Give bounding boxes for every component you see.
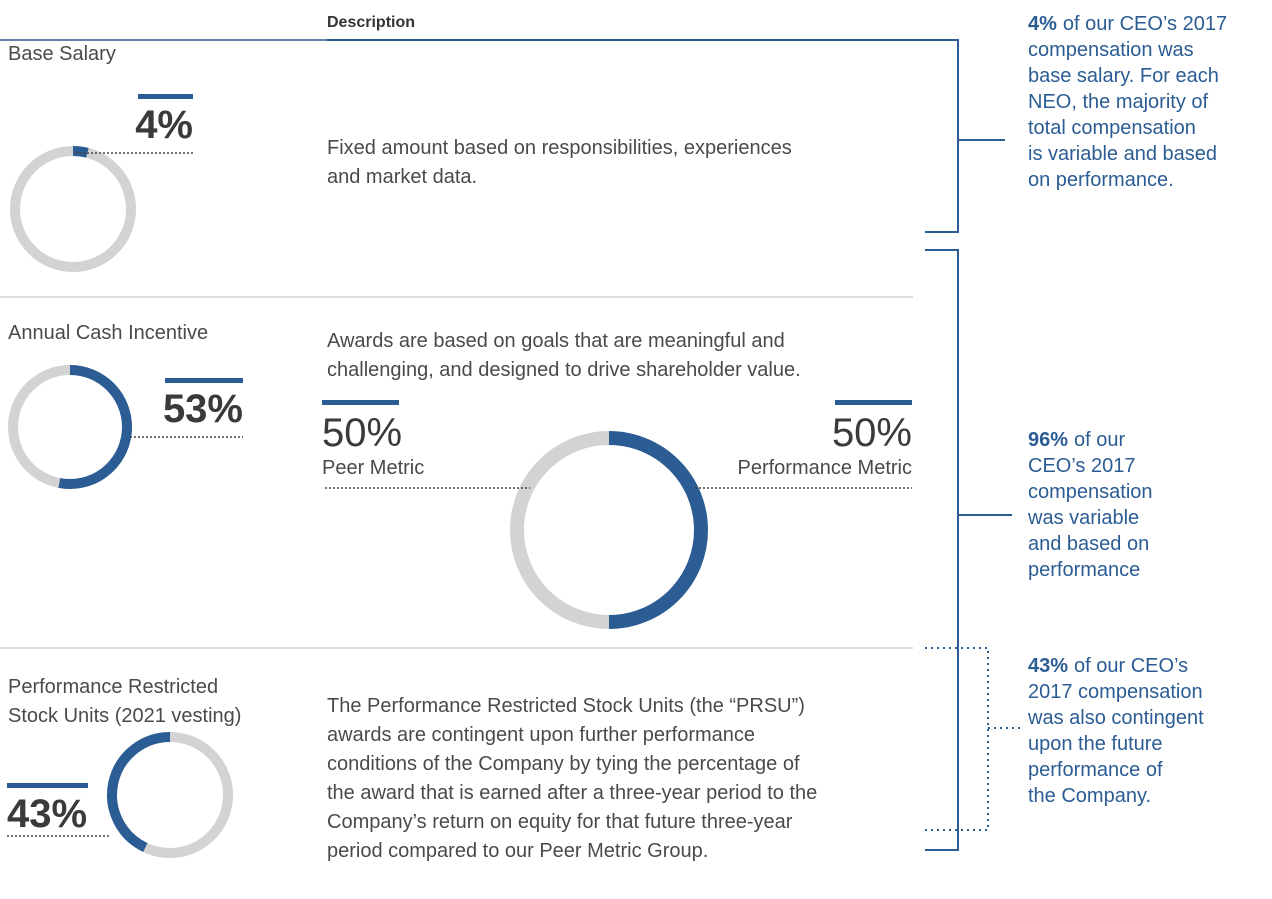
note-line: the Company. [1028, 785, 1151, 807]
bracket [925, 249, 1012, 851]
description: Fixed amount based on responsibilities, … [327, 137, 792, 159]
description: Company’s return on equity for that futu… [327, 811, 793, 833]
note-line: performance [1028, 559, 1140, 581]
accent-bar [835, 400, 912, 405]
accent-bar [138, 94, 193, 99]
note-line: CEO’s 2017 [1028, 455, 1135, 477]
bracket [925, 39, 1005, 233]
description: conditions of the Company by tying the p… [327, 753, 800, 775]
metric-label: Peer Metric [322, 457, 424, 479]
note-highlight: 43% [1028, 655, 1068, 677]
donut-track [10, 146, 136, 272]
note-line: performance of [1028, 759, 1163, 781]
row-label: Performance Restricted [8, 676, 218, 698]
note-line: upon the future [1028, 733, 1163, 755]
note-line: NEO, the majority of [1028, 91, 1209, 113]
note-line: base salary. For each [1028, 65, 1219, 87]
metric-label: Performance Metric [738, 457, 913, 479]
row-label: Base Salary [8, 43, 116, 65]
donut-segment [510, 431, 610, 629]
row-label: Stock Units (2021 vesting) [8, 705, 241, 727]
description: awards are contingent upon further perfo… [327, 724, 755, 746]
note-line: on performance. [1028, 169, 1174, 191]
note-text: of our [1074, 429, 1125, 451]
note-line: 2017 compensation [1028, 681, 1203, 703]
note-text: of our CEO’s [1074, 655, 1188, 677]
donut-segment [608, 431, 708, 629]
donut-segment [58, 365, 132, 489]
description: and market data. [327, 166, 477, 188]
accent-bar [322, 400, 399, 405]
note-line: compensation was [1028, 39, 1194, 61]
note-line: 4% of our CEO’s 2017 [1028, 13, 1227, 35]
description: Awards are based on goals that are meani… [327, 330, 785, 352]
note-line: 96% of our [1028, 429, 1126, 451]
donut-segment [107, 732, 171, 853]
accent-bar [7, 783, 88, 788]
percent-label: 53% [163, 387, 243, 431]
percent-label: 43% [7, 792, 87, 836]
note-text: of our CEO’s 2017 [1063, 13, 1227, 35]
accent-bar [165, 378, 243, 383]
note-highlight: 96% [1028, 429, 1068, 451]
metric-percent: 50% [832, 411, 912, 455]
note-line: compensation [1028, 481, 1153, 503]
column-heading: Description [327, 14, 415, 31]
description: The Performance Restricted Stock Units (… [327, 695, 805, 717]
note-highlight: 4% [1028, 13, 1057, 35]
note-line: was also contingent [1027, 707, 1204, 729]
note-line: total compensation [1028, 117, 1196, 139]
row-label: Annual Cash Incentive [8, 322, 208, 344]
description: challenging, and designed to drive share… [327, 359, 801, 381]
note-line: is variable and based [1028, 143, 1217, 165]
description: period compared to our Peer Metric Group… [327, 840, 708, 862]
description: the award that is earned after a three-y… [327, 782, 817, 804]
bracket [925, 647, 1022, 831]
note-line: 43% of our CEO’s [1028, 655, 1188, 677]
metric-percent: 50% [322, 411, 402, 455]
note-line: was variable [1027, 507, 1139, 529]
percent-label: 4% [135, 103, 193, 147]
note-line: and based on [1028, 533, 1149, 555]
